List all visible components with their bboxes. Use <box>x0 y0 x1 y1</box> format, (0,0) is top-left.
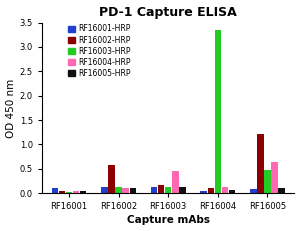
Legend: RF16001-HRP, RF16002-HRP, RF16003-HRP, RF16004-HRP, RF16005-HRP: RF16001-HRP, RF16002-HRP, RF16003-HRP, R… <box>66 23 132 79</box>
Bar <box>278 188 285 193</box>
Bar <box>80 191 86 193</box>
Bar <box>271 162 278 193</box>
Bar <box>52 188 58 193</box>
Bar <box>165 187 172 193</box>
Bar <box>122 188 129 193</box>
Bar <box>229 190 235 193</box>
Bar <box>73 191 79 193</box>
Bar <box>115 187 122 193</box>
Bar <box>200 191 207 193</box>
Bar <box>257 134 264 193</box>
Bar <box>101 187 108 193</box>
Bar <box>66 192 72 193</box>
Bar <box>208 188 214 193</box>
Bar <box>214 30 221 193</box>
Bar <box>264 170 271 193</box>
X-axis label: Capture mAbs: Capture mAbs <box>127 216 210 225</box>
Y-axis label: OD 450 nm: OD 450 nm <box>6 78 16 137</box>
Bar <box>172 171 178 193</box>
Bar <box>108 165 115 193</box>
Title: PD-1 Capture ELISA: PD-1 Capture ELISA <box>99 6 237 18</box>
Bar <box>158 185 164 193</box>
Bar <box>250 189 256 193</box>
Bar <box>179 187 186 193</box>
Bar <box>130 188 136 193</box>
Bar <box>222 187 228 193</box>
Bar <box>151 187 157 193</box>
Bar <box>58 191 65 193</box>
